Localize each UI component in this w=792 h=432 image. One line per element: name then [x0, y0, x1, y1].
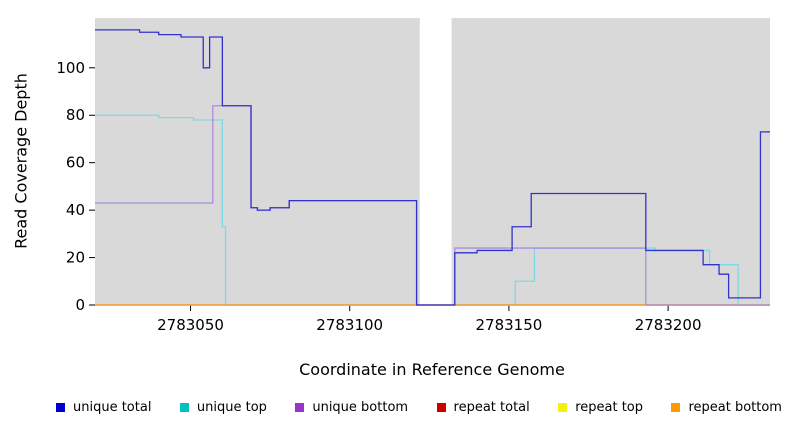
legend-item-repeat-top: repeat top — [558, 400, 643, 415]
y-tick-label: 20 — [66, 249, 85, 267]
y-tick-label: 40 — [66, 201, 85, 219]
legend-swatch-unique-total — [56, 403, 65, 412]
legend-swatch-repeat-bottom — [671, 403, 681, 412]
legend-item-unique-top: unique top — [179, 400, 267, 415]
legend-item-unique-bottom: unique bottom — [295, 400, 408, 415]
legend-item-repeat-bottom: repeat bottom — [671, 400, 782, 415]
y-tick-label: 0 — [75, 296, 85, 314]
legend-swatch-repeat-total — [436, 403, 446, 412]
y-tick-label: 60 — [66, 154, 85, 172]
series-unique-total — [95, 29, 770, 306]
masked-region — [419, 18, 452, 305]
legend-swatch-repeat-top — [558, 403, 568, 412]
y-tick-label: 100 — [56, 59, 85, 77]
legend-swatch-unique-top — [179, 403, 189, 412]
x-tick-label: 2783200 — [635, 316, 702, 334]
x-tick-label: 2783050 — [157, 316, 224, 334]
legend-item-unique-total: unique total — [56, 400, 151, 415]
legend-swatch-unique-bottom — [295, 403, 305, 412]
legend: unique total unique top unique bottom repea… — [56, 400, 782, 415]
legend-label: unique top — [196, 400, 267, 415]
series-unique-top — [95, 114, 770, 306]
y-axis-title: Read Coverage Depth — [11, 73, 31, 249]
legend-item-repeat-total: repeat total — [436, 400, 530, 415]
x-tick-label: 2783150 — [476, 316, 543, 334]
legend-label: repeat top — [575, 400, 643, 415]
legend-label: unique bottom — [312, 400, 409, 415]
legend-label: unique total — [73, 400, 152, 415]
x-axis-title: Coordinate in Reference Genome — [299, 360, 565, 379]
legend-label: repeat total — [453, 400, 530, 415]
y-tick-label: 80 — [66, 106, 85, 124]
x-tick-label: 2783100 — [316, 316, 383, 334]
legend-label: repeat bottom — [688, 400, 782, 415]
